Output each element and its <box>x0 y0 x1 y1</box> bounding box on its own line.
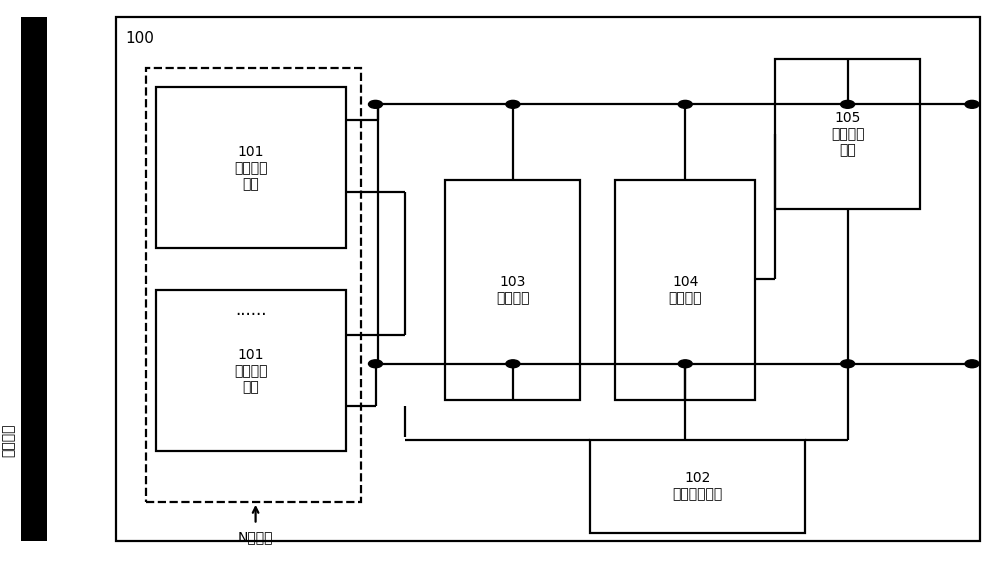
Circle shape <box>678 100 692 108</box>
FancyBboxPatch shape <box>615 180 755 400</box>
Circle shape <box>678 360 692 368</box>
Circle shape <box>506 100 520 108</box>
Text: N个并联: N个并联 <box>238 530 273 544</box>
Text: 101
电流输入
单元: 101 电流输入 单元 <box>234 144 267 191</box>
FancyBboxPatch shape <box>146 68 361 502</box>
Circle shape <box>369 360 382 368</box>
Text: ......: ...... <box>235 301 266 319</box>
Circle shape <box>965 360 979 368</box>
Text: 100: 100 <box>126 31 155 46</box>
FancyBboxPatch shape <box>775 59 920 209</box>
Text: 架空地线: 架空地线 <box>2 423 16 457</box>
FancyBboxPatch shape <box>21 17 47 541</box>
Text: 104
分压单元: 104 分压单元 <box>669 275 702 306</box>
FancyBboxPatch shape <box>156 290 346 451</box>
Circle shape <box>369 100 382 108</box>
Text: 102
电流控制单元: 102 电流控制单元 <box>673 472 723 501</box>
FancyBboxPatch shape <box>156 87 346 248</box>
FancyBboxPatch shape <box>445 180 580 400</box>
Text: 103
储能单元: 103 储能单元 <box>496 275 530 306</box>
Circle shape <box>965 100 979 108</box>
FancyBboxPatch shape <box>590 440 805 533</box>
Circle shape <box>841 360 855 368</box>
Text: 105
直流转换
单元: 105 直流转换 单元 <box>831 111 864 157</box>
Text: 101
电流输入
单元: 101 电流输入 单元 <box>234 347 267 394</box>
FancyBboxPatch shape <box>116 17 980 541</box>
Circle shape <box>841 100 855 108</box>
Circle shape <box>506 360 520 368</box>
